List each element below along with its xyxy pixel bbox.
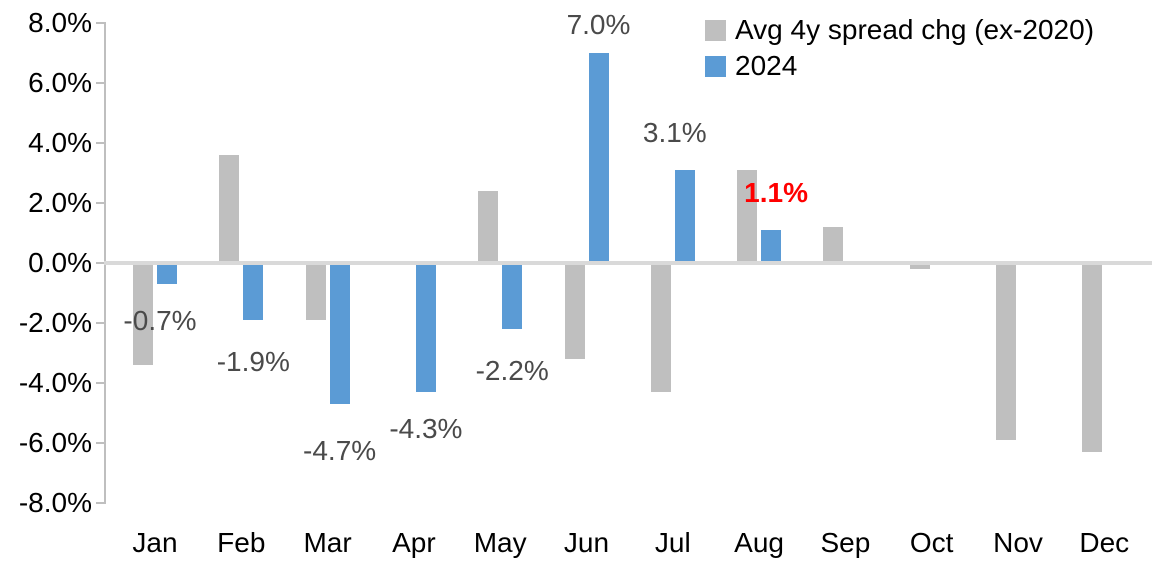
y-axis-tick-mark (96, 382, 106, 384)
x-axis-label-jul: Jul (654, 527, 691, 558)
bar-jul-2024 (674, 170, 695, 263)
x-axis-label-nov: Nov (993, 527, 1043, 558)
data-label-jun: 7.0% (566, 9, 631, 40)
x-axis-label-may: May (473, 527, 527, 558)
bar-jan-avg (133, 263, 153, 365)
y-axis-tick-label-2.0%: 2.0% (28, 187, 92, 218)
data-label-feb: -1.9% (216, 346, 290, 377)
bar-jul-avg (650, 263, 671, 392)
y-axis-tick-mark (96, 502, 106, 504)
y-axis-tick-label--6.0%: -6.0% (18, 427, 92, 458)
bar-apr-2024 (415, 263, 436, 392)
y-axis-tick-label-4.0%: 4.0% (28, 127, 92, 158)
bar-jun-2024 (588, 53, 609, 263)
bar-mar-avg (305, 263, 326, 320)
x-axis-label-feb: Feb (217, 527, 266, 558)
bar-sep-avg (823, 227, 844, 263)
y-axis-tick-label-0.0%: 0.0% (28, 247, 92, 278)
bar-feb-2024 (243, 263, 264, 320)
bar-oct-avg (909, 263, 930, 269)
bar-aug-2024 (761, 230, 782, 263)
bar-dec-avg (1082, 263, 1103, 452)
bar-feb-avg (219, 155, 240, 263)
legend-item-avg-series: Avg 4y spread chg (ex-2020) (705, 12, 1094, 48)
legend: Avg 4y spread chg (ex-2020) 2024 (705, 12, 1094, 84)
data-label-mar: -4.7% (303, 435, 377, 466)
y-axis-tick-mark (96, 442, 106, 444)
data-label-may: -2.2% (475, 355, 549, 386)
y-axis-tick-mark (96, 82, 106, 84)
legend-swatch-2024-series (705, 55, 726, 77)
y-axis-tick-label--8.0%: -8.0% (18, 487, 92, 518)
legend-swatch-avg-series (705, 19, 726, 41)
legend-item-2024-series: 2024 (705, 48, 1094, 84)
y-axis-tick-mark (96, 22, 106, 24)
x-axis-label-aug: Aug (734, 527, 784, 558)
y-axis-tick-mark (96, 262, 106, 264)
x-axis-label-sep: Sep (820, 527, 871, 558)
zero-gridline (104, 261, 1152, 265)
y-axis-tick-label--4.0%: -4.0% (18, 367, 92, 398)
y-axis-tick-label-6.0%: 6.0% (28, 67, 92, 98)
data-label-aug: 1.1% (744, 177, 808, 208)
bar-aug-avg (737, 170, 758, 263)
x-axis-label-oct: Oct (909, 527, 954, 558)
x-axis-label-jun: Jun (563, 527, 610, 558)
y-axis-tick-label--2.0%: -2.0% (18, 307, 92, 338)
bar-jan-2024 (157, 263, 177, 284)
y-axis-tick-label-8.0%: 8.0% (28, 7, 92, 38)
legend-label-2024-series: 2024 (735, 50, 798, 81)
bar-mar-2024 (329, 263, 350, 404)
y-axis-tick-mark (96, 202, 106, 204)
x-axis-label-mar: Mar (303, 527, 352, 558)
data-label-jan: -0.7% (123, 305, 197, 336)
data-label-apr: -4.3% (389, 413, 463, 444)
bar-jun-avg (564, 263, 585, 359)
y-axis-tick-mark (96, 142, 106, 144)
bar-nov-avg (996, 263, 1016, 440)
data-label-jul: 3.1% (642, 117, 707, 148)
x-axis-label-apr: Apr (392, 527, 436, 558)
x-axis-label-jan: Jan (132, 527, 178, 558)
y-axis-tick-mark (96, 322, 106, 324)
x-axis-label-dec: Dec (1079, 527, 1130, 558)
bar-may-2024 (502, 263, 523, 329)
bar-may-avg (478, 191, 499, 263)
legend-label-avg-series: Avg 4y spread chg (ex-2020) (735, 14, 1095, 45)
